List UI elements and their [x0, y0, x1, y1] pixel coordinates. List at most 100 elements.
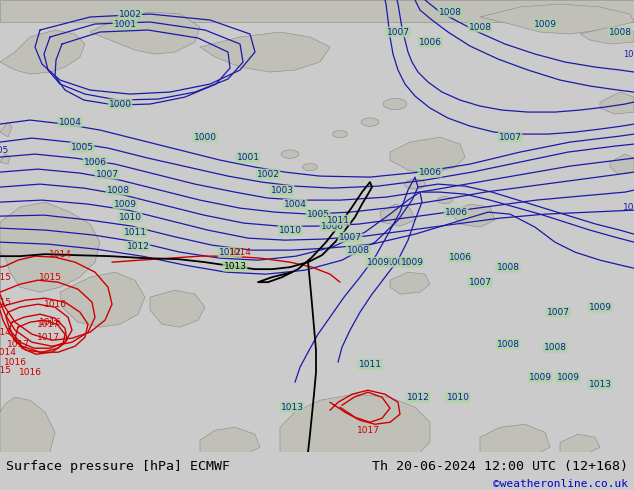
Text: 1016: 1016: [39, 318, 61, 327]
Text: 1007: 1007: [547, 308, 569, 317]
Text: 1014: 1014: [229, 247, 252, 257]
Text: 1008: 1008: [496, 340, 519, 349]
Polygon shape: [0, 0, 634, 22]
Text: 1006: 1006: [418, 38, 441, 47]
Text: 1015: 1015: [0, 298, 11, 307]
Text: 1010: 1010: [446, 393, 470, 402]
Text: 1014: 1014: [0, 328, 11, 337]
Text: 1011: 1011: [124, 228, 146, 237]
Polygon shape: [200, 32, 330, 72]
Polygon shape: [150, 290, 205, 327]
Text: 1008: 1008: [609, 27, 631, 37]
Text: 1002: 1002: [119, 9, 141, 19]
Text: 1005: 1005: [306, 210, 330, 219]
Text: 1007: 1007: [387, 27, 410, 37]
Text: 1010: 1010: [278, 225, 302, 235]
Polygon shape: [404, 179, 425, 189]
Text: 1008: 1008: [469, 23, 491, 31]
Text: 1008: 1008: [347, 245, 370, 255]
Polygon shape: [480, 424, 550, 452]
Text: 1009: 1009: [588, 303, 612, 312]
Text: 1009: 1009: [401, 258, 424, 267]
Text: 1007: 1007: [339, 233, 361, 242]
Polygon shape: [390, 137, 465, 174]
Text: 1008: 1008: [439, 7, 462, 17]
Text: Surface pressure [hPa] ECMWF: Surface pressure [hPa] ECMWF: [6, 460, 230, 473]
Text: 1002: 1002: [257, 170, 280, 178]
Text: 1011: 1011: [327, 216, 349, 224]
Text: 1007: 1007: [498, 133, 522, 142]
Polygon shape: [0, 202, 100, 452]
Polygon shape: [0, 122, 12, 137]
Polygon shape: [200, 427, 260, 452]
Text: 1016: 1016: [18, 368, 41, 377]
Text: 1015: 1015: [39, 272, 61, 282]
Polygon shape: [0, 397, 55, 452]
Polygon shape: [280, 394, 430, 452]
Text: 1004: 1004: [283, 199, 306, 209]
Text: 1007: 1007: [469, 278, 491, 287]
Text: 1003: 1003: [271, 186, 294, 195]
Polygon shape: [437, 196, 453, 204]
Text: Th 20-06-2024 12:00 UTC (12+168): Th 20-06-2024 12:00 UTC (12+168): [372, 460, 628, 473]
Polygon shape: [90, 12, 200, 54]
Polygon shape: [580, 27, 634, 44]
Polygon shape: [60, 272, 145, 327]
Text: 1006: 1006: [623, 203, 634, 212]
Text: 1009: 1009: [113, 199, 136, 209]
Polygon shape: [390, 272, 430, 294]
Text: 1015: 1015: [0, 366, 11, 375]
Text: 1012: 1012: [219, 247, 242, 257]
Polygon shape: [281, 150, 299, 158]
Text: 1017: 1017: [37, 333, 60, 342]
Text: 1008: 1008: [496, 263, 519, 271]
Text: 1006: 1006: [418, 168, 441, 176]
Text: 1012: 1012: [127, 242, 150, 251]
Text: 1006: 1006: [444, 208, 467, 217]
Text: 1014: 1014: [49, 249, 72, 259]
Text: 1013: 1013: [280, 403, 304, 412]
Polygon shape: [361, 118, 379, 126]
Polygon shape: [380, 204, 415, 226]
Polygon shape: [302, 164, 318, 171]
Text: 1000: 1000: [108, 99, 131, 109]
Polygon shape: [560, 434, 600, 452]
Text: 1017: 1017: [356, 426, 380, 435]
Text: 1006: 1006: [448, 253, 472, 262]
Text: 1010: 1010: [119, 213, 141, 221]
Polygon shape: [383, 98, 407, 110]
Text: 1006: 1006: [321, 221, 344, 231]
Text: 1000: 1000: [193, 133, 216, 142]
Text: 1004: 1004: [58, 118, 81, 126]
Text: 1016: 1016: [4, 358, 27, 367]
Polygon shape: [0, 30, 85, 74]
Text: 1012: 1012: [406, 393, 429, 402]
Text: 1008: 1008: [543, 343, 567, 352]
Text: 1001: 1001: [236, 152, 259, 162]
Text: 1009: 1009: [533, 20, 557, 28]
Text: 1009: 1009: [529, 373, 552, 382]
Polygon shape: [480, 4, 634, 34]
Polygon shape: [0, 154, 10, 164]
Text: 005: 005: [0, 146, 9, 154]
Text: 1013: 1013: [224, 262, 247, 270]
Polygon shape: [333, 131, 347, 138]
Text: 1017: 1017: [37, 319, 60, 329]
Text: 1009: 1009: [557, 373, 579, 382]
Text: 1009: 1009: [366, 258, 389, 267]
Polygon shape: [610, 154, 634, 174]
Text: 1014: 1014: [0, 348, 16, 357]
Text: 1005: 1005: [70, 143, 93, 151]
Text: 1015: 1015: [0, 272, 11, 282]
Text: ©weatheronline.co.uk: ©weatheronline.co.uk: [493, 479, 628, 490]
Polygon shape: [600, 92, 634, 114]
Text: 1001: 1001: [113, 20, 136, 28]
Text: 1011: 1011: [358, 360, 382, 368]
Text: 1017: 1017: [6, 340, 30, 349]
Text: 1008: 1008: [107, 186, 129, 195]
Polygon shape: [450, 204, 495, 227]
Text: 1016: 1016: [44, 300, 67, 309]
Text: 1008: 1008: [387, 258, 410, 267]
Text: 1008: 1008: [623, 49, 634, 58]
Text: 1006: 1006: [84, 158, 107, 167]
